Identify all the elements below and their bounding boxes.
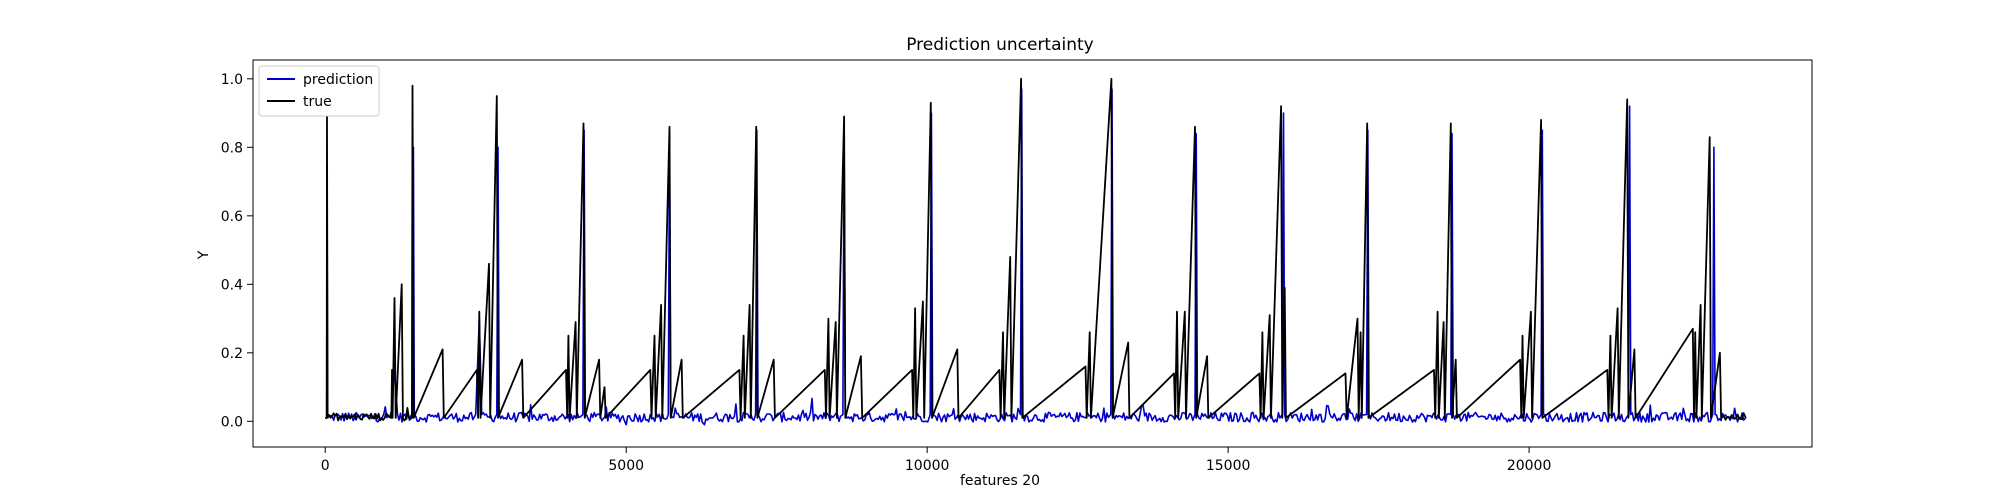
x-tick-label: 5000: [608, 458, 644, 474]
y-tick-label: 1.0: [221, 72, 243, 88]
x-tick-label: 10000: [905, 458, 950, 474]
plot-area: [252, 59, 1813, 448]
x-tick-label: 15000: [1206, 458, 1251, 474]
x-axis: 0 5000 10000 15000 20000: [321, 447, 1552, 474]
legend: prediction true: [258, 65, 380, 117]
y-tick-label: 0.0: [221, 414, 243, 430]
y-tick-label: 0.6: [221, 209, 243, 225]
legend-label-true: true: [303, 94, 332, 110]
x-tick-label: 0: [321, 458, 330, 474]
chart-title: Prediction uncertainty: [906, 35, 1094, 55]
series-line-true: [325, 77, 1747, 422]
x-axis-label: features 20: [960, 473, 1040, 489]
x-tick-label: 20000: [1507, 458, 1552, 474]
series-line-prediction: [325, 88, 1747, 426]
y-tick-label: 0.4: [221, 277, 243, 293]
y-tick-label: 0.2: [221, 346, 243, 362]
y-axis: 0.0 0.2 0.4 0.6 0.8 1.0: [221, 72, 253, 430]
y-axis-label: Y: [196, 250, 212, 260]
plot-frame: [252, 59, 1813, 448]
legend-label-prediction: prediction: [303, 72, 373, 88]
y-tick-label: 0.8: [221, 140, 243, 156]
